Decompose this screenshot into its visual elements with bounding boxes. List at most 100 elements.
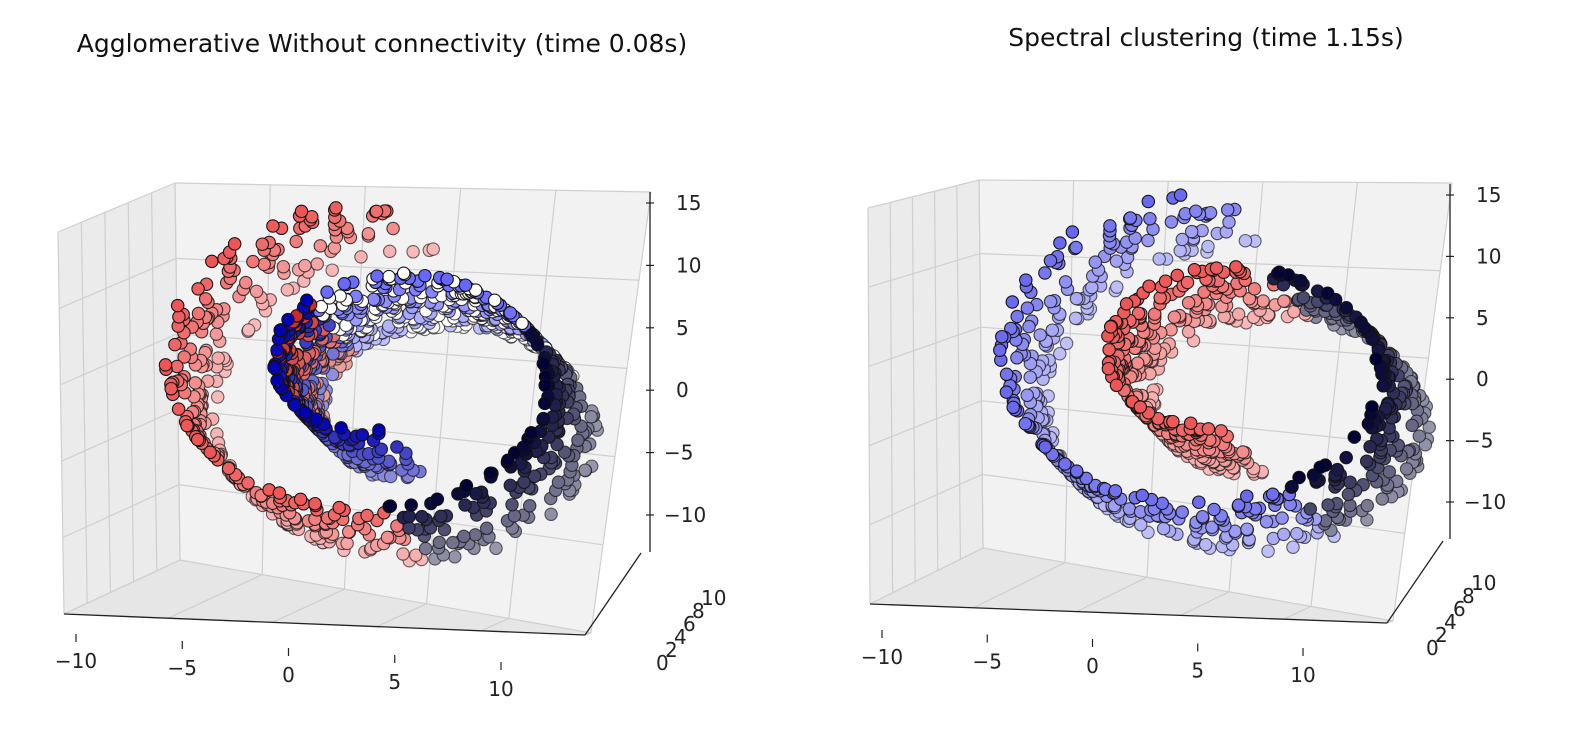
y-tick-label: 2 <box>665 638 678 662</box>
data-point <box>1053 346 1067 361</box>
data-point <box>434 509 448 524</box>
x-tick-label: 5 <box>1191 659 1204 683</box>
data-point <box>1085 280 1099 295</box>
data-point <box>1069 464 1084 478</box>
data-point <box>1201 422 1216 436</box>
data-point <box>1023 370 1037 384</box>
data-point <box>1173 243 1187 258</box>
data-point <box>1142 279 1156 293</box>
grid-line <box>978 179 984 549</box>
y-axis-line <box>584 552 642 636</box>
y-tick-label: 4 <box>1444 610 1457 634</box>
data-point <box>255 237 270 251</box>
axes <box>869 184 1451 624</box>
data-point <box>1339 301 1354 315</box>
data-point <box>211 351 225 365</box>
data-point <box>1236 445 1250 459</box>
grid-line <box>104 212 111 593</box>
data-point <box>1293 273 1308 288</box>
data-point <box>1198 537 1213 552</box>
z-tick-label: −5 <box>664 441 693 465</box>
x-axis-line <box>869 603 1388 624</box>
grid-line <box>60 333 178 386</box>
grid-line <box>1283 605 1312 620</box>
data-point <box>536 411 551 426</box>
data-point <box>1022 319 1036 334</box>
data-point <box>227 237 242 251</box>
data-point <box>198 292 213 306</box>
data-point <box>270 373 284 388</box>
data-point <box>241 476 255 490</box>
data-point <box>440 272 454 286</box>
x-tick-label: 10 <box>488 677 513 701</box>
y-axis-line <box>1386 540 1444 624</box>
data-point <box>1187 263 1202 277</box>
data-point <box>1240 522 1254 536</box>
data-point <box>402 509 417 524</box>
data-point <box>1285 480 1299 494</box>
y-tick-label: 8 <box>692 599 705 623</box>
data-point <box>280 283 295 297</box>
data-point <box>507 509 522 523</box>
y-tick-label: 2 <box>1435 623 1448 647</box>
data-point <box>406 245 420 259</box>
data-point <box>168 337 182 352</box>
y-tick-label: 6 <box>683 612 696 636</box>
data-point <box>177 350 191 364</box>
data-point <box>479 521 494 536</box>
data-point <box>1183 416 1198 430</box>
data-point <box>341 525 356 539</box>
data-point <box>221 461 236 476</box>
data-point <box>1189 204 1203 218</box>
data-point <box>1363 439 1377 454</box>
grid-line <box>1228 181 1264 592</box>
data-point <box>1170 268 1185 283</box>
data-point <box>1261 544 1275 558</box>
data-point <box>1277 294 1291 308</box>
data-point <box>448 550 462 564</box>
data-point <box>1109 378 1124 393</box>
data-point <box>1339 450 1353 465</box>
data-point <box>374 442 389 456</box>
data-point <box>503 478 518 493</box>
data-point <box>1010 309 1024 324</box>
data-point <box>340 536 354 551</box>
data-point <box>505 497 519 512</box>
side-pane <box>868 180 983 604</box>
grid-line <box>80 222 88 604</box>
data-point <box>1229 260 1243 274</box>
data-point <box>530 338 545 352</box>
data-point <box>522 499 537 513</box>
data-point <box>1181 296 1196 310</box>
data-point <box>308 496 322 511</box>
grid-line <box>58 257 177 309</box>
data-point <box>354 250 368 264</box>
data-point <box>1287 304 1301 319</box>
grid-line <box>167 574 263 619</box>
z-tick-label: 0 <box>1476 367 1489 391</box>
data-point <box>1375 492 1389 506</box>
data-point <box>272 486 287 500</box>
grid-line <box>62 484 180 539</box>
data-point <box>334 421 348 435</box>
data-point <box>1290 526 1304 541</box>
data-point <box>205 254 219 269</box>
chart-1-title: Agglomerative Without connectivity (time… <box>77 29 687 58</box>
y-tick-label: 10 <box>701 586 726 610</box>
data-point <box>1103 219 1117 233</box>
data-point <box>1131 306 1146 321</box>
data-point <box>459 479 474 493</box>
data-point <box>329 201 343 215</box>
data-point <box>538 378 552 393</box>
data-point <box>1313 460 1328 474</box>
data-point <box>325 367 340 382</box>
data-point <box>1275 511 1289 525</box>
data-point <box>288 398 302 412</box>
data-point <box>1135 488 1150 503</box>
data-point <box>1006 400 1020 415</box>
data-point <box>396 547 410 561</box>
scatter-points <box>993 188 1436 558</box>
floor-pane <box>870 548 1393 623</box>
